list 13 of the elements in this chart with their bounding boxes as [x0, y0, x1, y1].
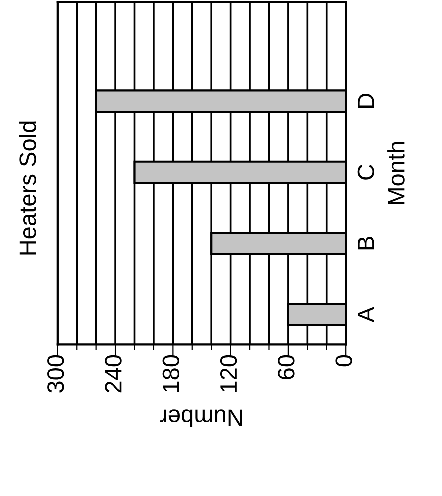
x-axis-title: Number [160, 410, 242, 427]
y-axis-title: Month [388, 142, 405, 204]
x-tick-label: 120 [220, 355, 238, 392]
x-tick-label: 180 [162, 355, 180, 392]
x-tick-label: 0 [336, 355, 352, 367]
y-tick-label: D [358, 94, 374, 108]
y-tick-label: C [358, 164, 375, 180]
x-tick-label: 60 [278, 355, 295, 380]
y-tick-label: A [358, 307, 374, 323]
x-tick-label: 240 [105, 355, 122, 393]
y-tick-label: B [358, 237, 374, 250]
text: Heaters Sold [19, 122, 36, 255]
x-tick-label: 300 [48, 355, 64, 393]
